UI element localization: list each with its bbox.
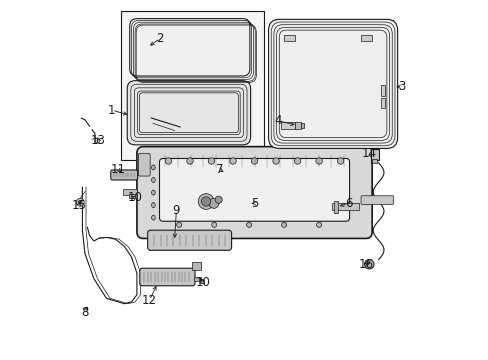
Ellipse shape bbox=[151, 177, 155, 183]
Ellipse shape bbox=[229, 158, 236, 164]
Text: 11: 11 bbox=[111, 163, 125, 176]
Text: 10: 10 bbox=[195, 276, 210, 289]
Ellipse shape bbox=[315, 158, 322, 164]
Bar bbox=[199, 280, 203, 283]
Ellipse shape bbox=[151, 203, 155, 208]
FancyBboxPatch shape bbox=[138, 153, 150, 176]
FancyBboxPatch shape bbox=[360, 196, 393, 204]
Ellipse shape bbox=[165, 158, 171, 164]
Text: 6: 6 bbox=[344, 197, 351, 210]
Ellipse shape bbox=[281, 222, 286, 227]
Bar bbox=[333, 201, 338, 213]
Ellipse shape bbox=[151, 165, 155, 170]
Circle shape bbox=[365, 260, 369, 265]
FancyBboxPatch shape bbox=[110, 170, 137, 180]
Bar bbox=[121, 12, 264, 160]
Circle shape bbox=[78, 201, 82, 204]
Circle shape bbox=[208, 198, 219, 208]
Ellipse shape bbox=[316, 222, 321, 227]
Bar bbox=[281, 122, 295, 129]
Text: 4: 4 bbox=[274, 114, 282, 127]
Circle shape bbox=[198, 194, 214, 210]
Bar bbox=[300, 123, 304, 128]
FancyBboxPatch shape bbox=[129, 19, 249, 76]
Text: 8: 8 bbox=[81, 306, 88, 319]
Bar bbox=[194, 277, 201, 282]
Text: 16: 16 bbox=[358, 258, 373, 271]
Bar bbox=[332, 203, 359, 211]
FancyBboxPatch shape bbox=[268, 19, 397, 148]
Text: 7: 7 bbox=[215, 163, 223, 176]
Ellipse shape bbox=[211, 222, 216, 227]
Text: 13: 13 bbox=[91, 134, 106, 147]
Text: 15: 15 bbox=[71, 199, 86, 212]
Bar bbox=[191, 262, 201, 270]
Ellipse shape bbox=[337, 158, 343, 164]
Bar bbox=[380, 98, 384, 108]
Ellipse shape bbox=[246, 222, 251, 227]
Ellipse shape bbox=[176, 222, 182, 227]
Bar bbox=[371, 159, 376, 163]
Bar bbox=[273, 21, 392, 144]
Bar bbox=[284, 36, 294, 41]
Text: 14: 14 bbox=[361, 147, 376, 159]
Ellipse shape bbox=[151, 215, 155, 220]
FancyBboxPatch shape bbox=[140, 268, 195, 286]
Text: 3: 3 bbox=[398, 80, 405, 93]
Bar bbox=[370, 149, 378, 160]
Bar bbox=[294, 122, 301, 129]
Circle shape bbox=[76, 198, 84, 206]
Circle shape bbox=[201, 197, 210, 206]
Ellipse shape bbox=[272, 158, 279, 164]
Ellipse shape bbox=[151, 190, 155, 195]
Bar bbox=[380, 85, 384, 96]
Circle shape bbox=[95, 138, 100, 143]
Text: 5: 5 bbox=[251, 197, 259, 210]
Circle shape bbox=[364, 260, 373, 269]
Text: 1: 1 bbox=[108, 104, 115, 117]
FancyBboxPatch shape bbox=[147, 230, 231, 250]
FancyBboxPatch shape bbox=[159, 158, 349, 221]
Ellipse shape bbox=[208, 158, 214, 164]
Text: 9: 9 bbox=[172, 204, 180, 217]
FancyBboxPatch shape bbox=[127, 81, 250, 145]
Bar bbox=[129, 194, 137, 198]
Text: 10: 10 bbox=[127, 192, 142, 204]
FancyBboxPatch shape bbox=[137, 147, 371, 238]
Bar bbox=[360, 36, 371, 41]
Text: 12: 12 bbox=[142, 294, 157, 307]
Ellipse shape bbox=[186, 158, 193, 164]
Circle shape bbox=[215, 196, 222, 203]
Bar bbox=[122, 189, 137, 195]
Ellipse shape bbox=[251, 158, 257, 164]
Ellipse shape bbox=[294, 158, 300, 164]
Text: 2: 2 bbox=[156, 32, 163, 45]
